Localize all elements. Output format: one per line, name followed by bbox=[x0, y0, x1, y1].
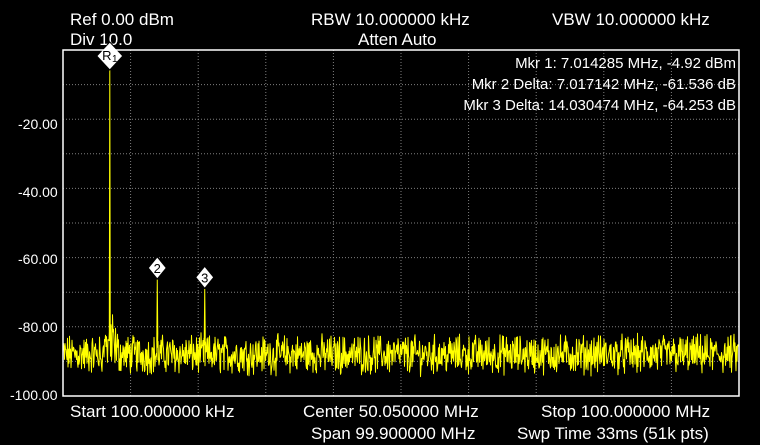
y-tick-label: -60.00 bbox=[18, 251, 58, 267]
marker-3-delta-readout: Mkr 3 Delta: 14.030474 MHz, -64.253 dB bbox=[463, 97, 736, 114]
vbw-label: VBW 10.000000 kHz bbox=[552, 10, 710, 29]
marker-2-shape bbox=[147, 256, 167, 280]
atten-label: Atten Auto bbox=[358, 30, 437, 49]
marker-3-shape bbox=[195, 265, 215, 290]
center-freq-label: Center 50.050000 MHz bbox=[303, 402, 479, 421]
stop-freq-label: Stop 100.000000 MHz bbox=[541, 402, 711, 421]
marker-layer: R 1 2 3 bbox=[96, 41, 215, 290]
marker-2-delta-readout: Mkr 2 Delta: 7.017142 MHz, -61.536 dB bbox=[471, 76, 736, 93]
marker-r1-shape bbox=[96, 41, 124, 71]
rbw-label: RBW 10.000000 kHz bbox=[311, 10, 470, 29]
span-label: Span 99.900000 MHz bbox=[311, 424, 476, 443]
plot-frame bbox=[62, 49, 740, 397]
marker-3: 3 bbox=[195, 265, 215, 290]
marker-2-label: 2 bbox=[154, 261, 161, 276]
scale-div-label: Div 10.0 bbox=[70, 30, 133, 49]
ref-level-label: Ref 0.00 dBm bbox=[70, 10, 174, 29]
marker-r-label: R bbox=[102, 48, 111, 63]
marker-2: 2 bbox=[147, 256, 167, 280]
y-tick-label: -80.00 bbox=[18, 319, 58, 335]
y-tick-label: -100.00 bbox=[10, 387, 58, 403]
y-tick-label: -20.00 bbox=[18, 116, 58, 132]
sweep-time-label: Swp Time 33ms (51k pts) bbox=[517, 424, 709, 443]
marker-3-label: 3 bbox=[201, 270, 208, 285]
y-tick-label: -40.00 bbox=[18, 184, 58, 200]
start-freq-label: Start 100.000000 kHz bbox=[70, 402, 235, 421]
spectrum-trace bbox=[62, 66, 740, 378]
marker-1-readout: Mkr 1: 7.014285 MHz, -4.92 dBm bbox=[515, 55, 736, 72]
marker-1-label: 1 bbox=[112, 54, 118, 65]
